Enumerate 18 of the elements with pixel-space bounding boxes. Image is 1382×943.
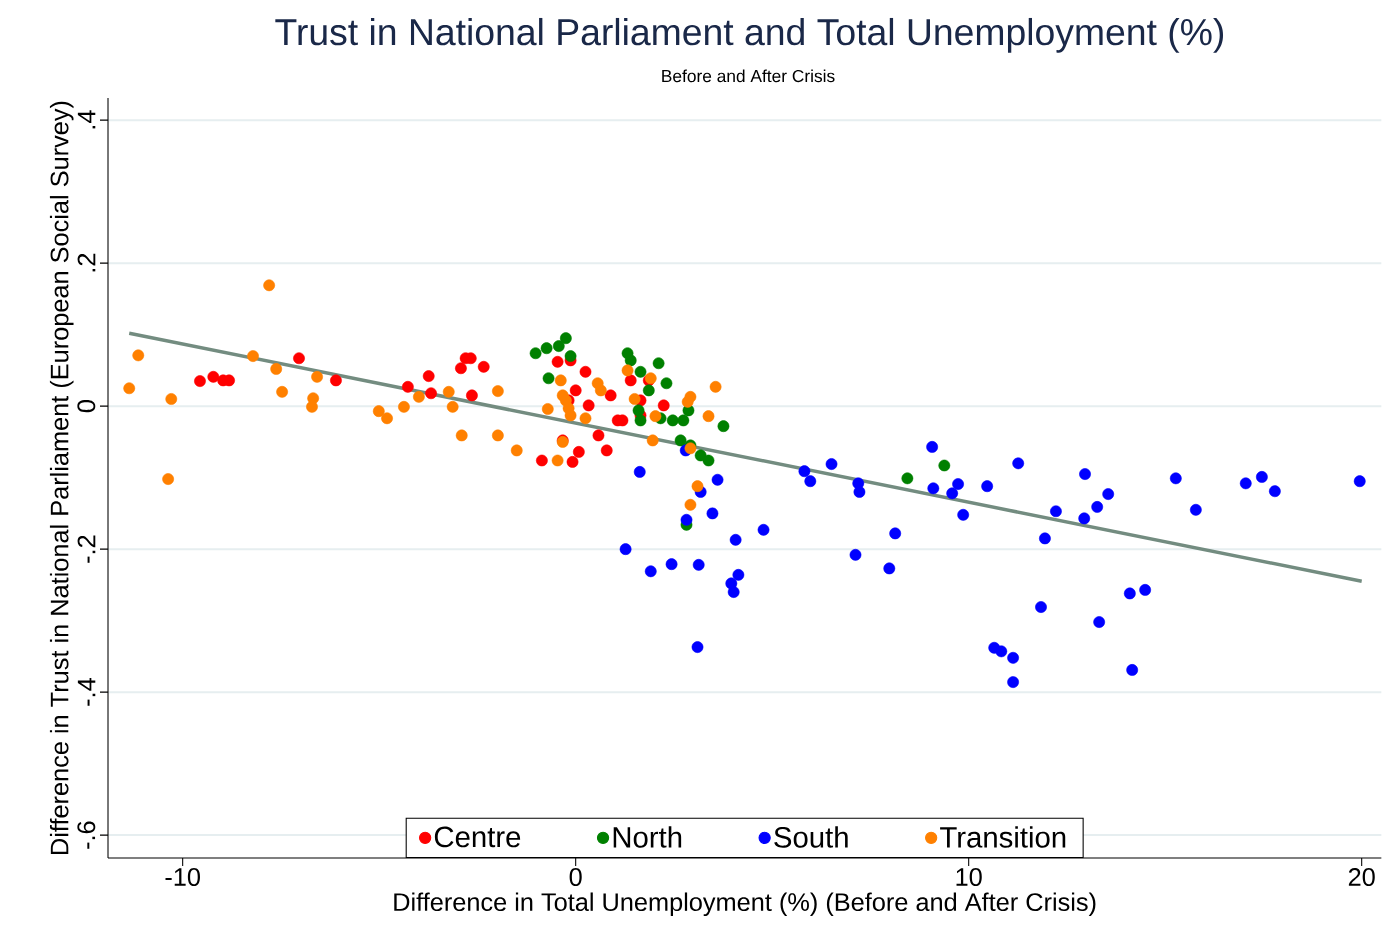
y-tick-label: .4 [77, 110, 96, 129]
legend-label: South [774, 826, 848, 848]
y-tick-label: 0 [77, 400, 96, 413]
y-tick-label: -.2 [77, 535, 96, 563]
y-tick-label: -.6 [77, 821, 96, 849]
chart-subtitle: Before and After Crisis [662, 69, 835, 83]
chart-title: Trust in National Parliament and Total Unemployment (%) [275, 17, 1224, 53]
legend-label: Transition [940, 826, 1066, 848]
x-tick-label: 20 [1348, 868, 1375, 886]
y-tick-label: -.4 [77, 678, 96, 706]
legend-label: Centre [434, 826, 521, 848]
legend-label: North [613, 826, 682, 848]
x-tick-label: 0 [569, 868, 582, 886]
x-axis-title: Difference in Total Unemployment (%) (Before and After Crisis) [394, 892, 1096, 917]
y-tick-label: .2 [77, 253, 96, 272]
y-axis-title: Difference in Trust in National Parliament (European Social Survey) [49, 101, 74, 854]
x-tick-label: -10 [165, 868, 200, 886]
x-tick-label: 10 [956, 868, 982, 886]
